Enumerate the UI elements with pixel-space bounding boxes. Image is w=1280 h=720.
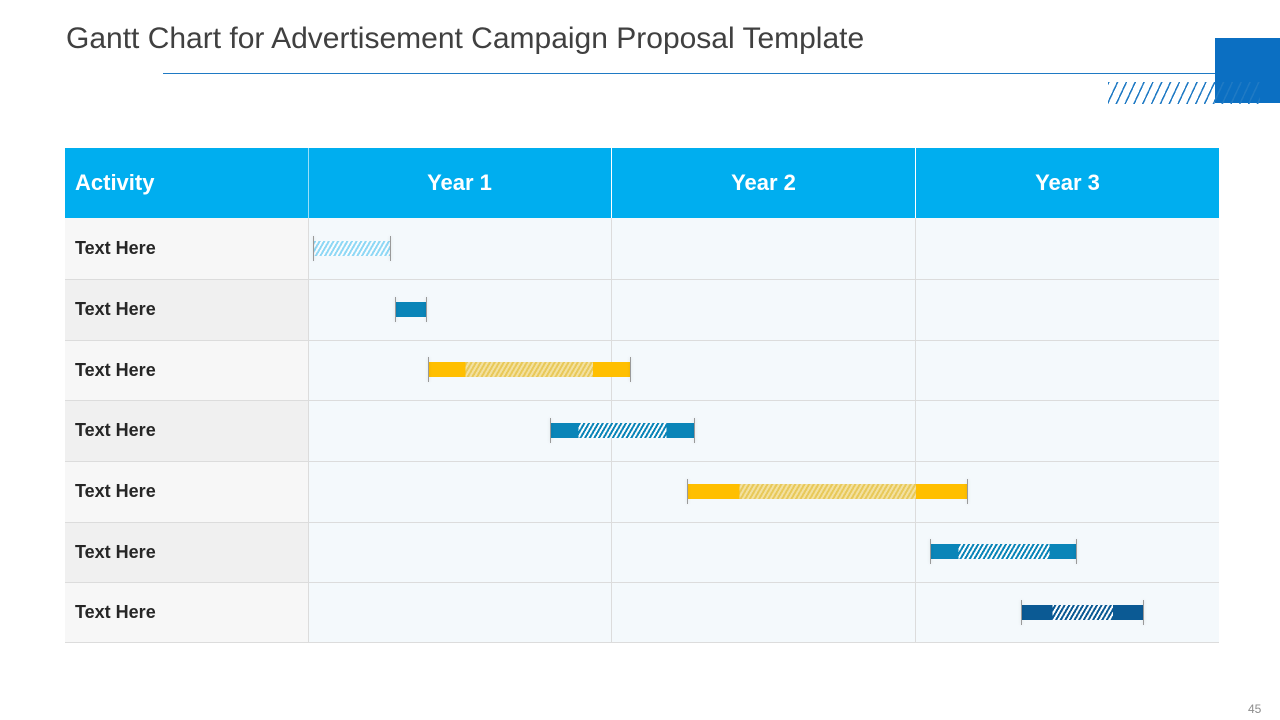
row-divider: [65, 522, 1219, 523]
row-label: Text Here: [65, 279, 308, 340]
gantt-bar: [929, 539, 1078, 564]
gantt-bar: [428, 357, 631, 382]
column-divider: [308, 218, 309, 643]
header-year-3: Year 3: [916, 148, 1219, 218]
gantt-bar-cap: [967, 478, 969, 504]
gantt-bar-cap: [428, 357, 430, 382]
gantt-bar-cap: [313, 235, 315, 261]
timeline-grid: [308, 218, 1219, 643]
header-divider: [611, 148, 612, 218]
gantt-bar-cap: [395, 296, 397, 322]
gantt-bar-cap: [686, 478, 688, 504]
table-bottom-border: [65, 642, 1219, 643]
gantt-bar-cap: [929, 539, 931, 564]
row-divider: [65, 279, 1219, 280]
row-label: Text Here: [65, 340, 308, 400]
gantt-bar: [1020, 599, 1145, 625]
gantt-bar-cap: [1143, 599, 1145, 625]
row-divider: [65, 340, 1219, 341]
gantt-bar-cap: [549, 417, 551, 443]
header-activity: Activity: [65, 148, 308, 218]
gantt-bar-cap: [693, 417, 695, 443]
row-label: Text Here: [65, 522, 308, 582]
gantt-bar: [395, 296, 428, 322]
header-divider: [915, 148, 916, 218]
gantt-table: Activity Year 1 Year 2 Year 3 Text Here …: [65, 148, 1219, 643]
gantt-bar-cap: [1020, 599, 1022, 625]
header-divider: [308, 148, 309, 218]
row-label: Text Here: [65, 400, 308, 461]
header-year-1: Year 1: [308, 148, 611, 218]
page-number: 45: [1248, 702, 1262, 716]
gantt-bar: [313, 235, 391, 261]
slide-title: Gantt Chart for Advertisement Campaign P…: [66, 22, 865, 55]
row-divider: [65, 461, 1219, 462]
gantt-bar: [549, 417, 695, 443]
gantt-bar: [686, 478, 969, 504]
diagonal-hatch-decoration: [1108, 82, 1260, 104]
title-underline: [163, 73, 1223, 74]
row-divider: [65, 400, 1219, 401]
header-year-2: Year 2: [612, 148, 915, 218]
row-label: Text Here: [65, 218, 308, 279]
gantt-bar-cap: [1076, 539, 1078, 564]
gantt-bar-cap: [629, 357, 631, 382]
row-label: Text Here: [65, 461, 308, 522]
gantt-bar-cap: [389, 235, 391, 261]
column-divider: [915, 218, 916, 643]
row-label: Text Here: [65, 582, 308, 643]
row-divider: [65, 582, 1219, 583]
gantt-bar-cap: [426, 296, 428, 322]
